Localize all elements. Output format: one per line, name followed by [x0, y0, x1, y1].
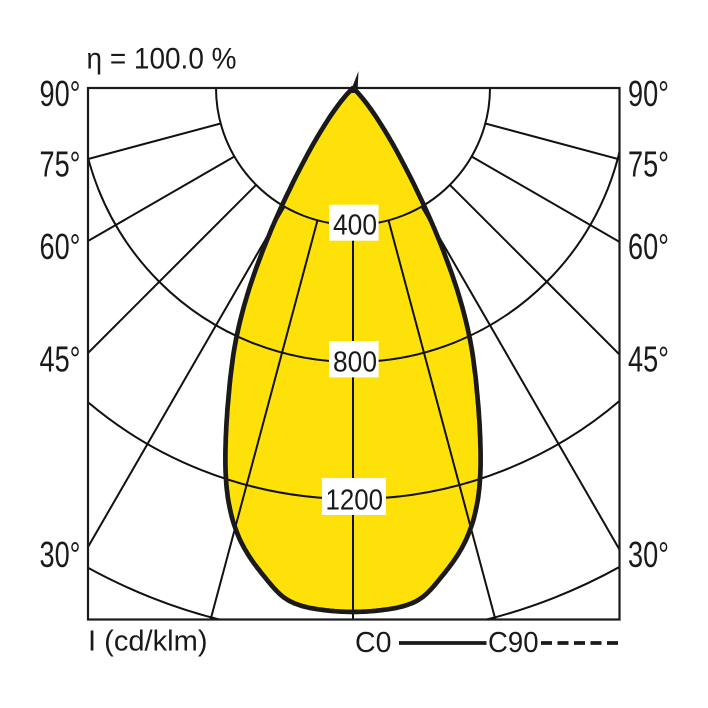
- svg-text:30°: 30°: [628, 534, 669, 575]
- svg-text:60°: 60°: [40, 226, 81, 267]
- svg-text:45°: 45°: [628, 339, 669, 380]
- svg-text:75°: 75°: [628, 144, 669, 185]
- svg-text:C0: C0: [355, 627, 392, 659]
- svg-text:30°: 30°: [40, 534, 81, 575]
- svg-text:75°: 75°: [40, 144, 81, 185]
- svg-text:60°: 60°: [628, 226, 669, 267]
- svg-text:45°: 45°: [40, 339, 81, 380]
- svg-text:η = 100.0 %: η = 100.0 %: [87, 43, 237, 76]
- svg-text:90°: 90°: [628, 73, 669, 114]
- svg-text:90°: 90°: [40, 73, 81, 114]
- svg-text:C90: C90: [488, 627, 539, 659]
- svg-text:1200: 1200: [326, 484, 384, 516]
- svg-text:800: 800: [333, 346, 377, 378]
- svg-text:I (cd/klm): I (cd/klm): [88, 626, 208, 658]
- svg-text:400: 400: [333, 210, 377, 242]
